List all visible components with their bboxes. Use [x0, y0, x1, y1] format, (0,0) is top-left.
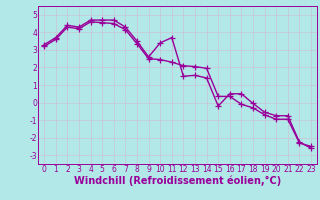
X-axis label: Windchill (Refroidissement éolien,°C): Windchill (Refroidissement éolien,°C)	[74, 176, 281, 186]
